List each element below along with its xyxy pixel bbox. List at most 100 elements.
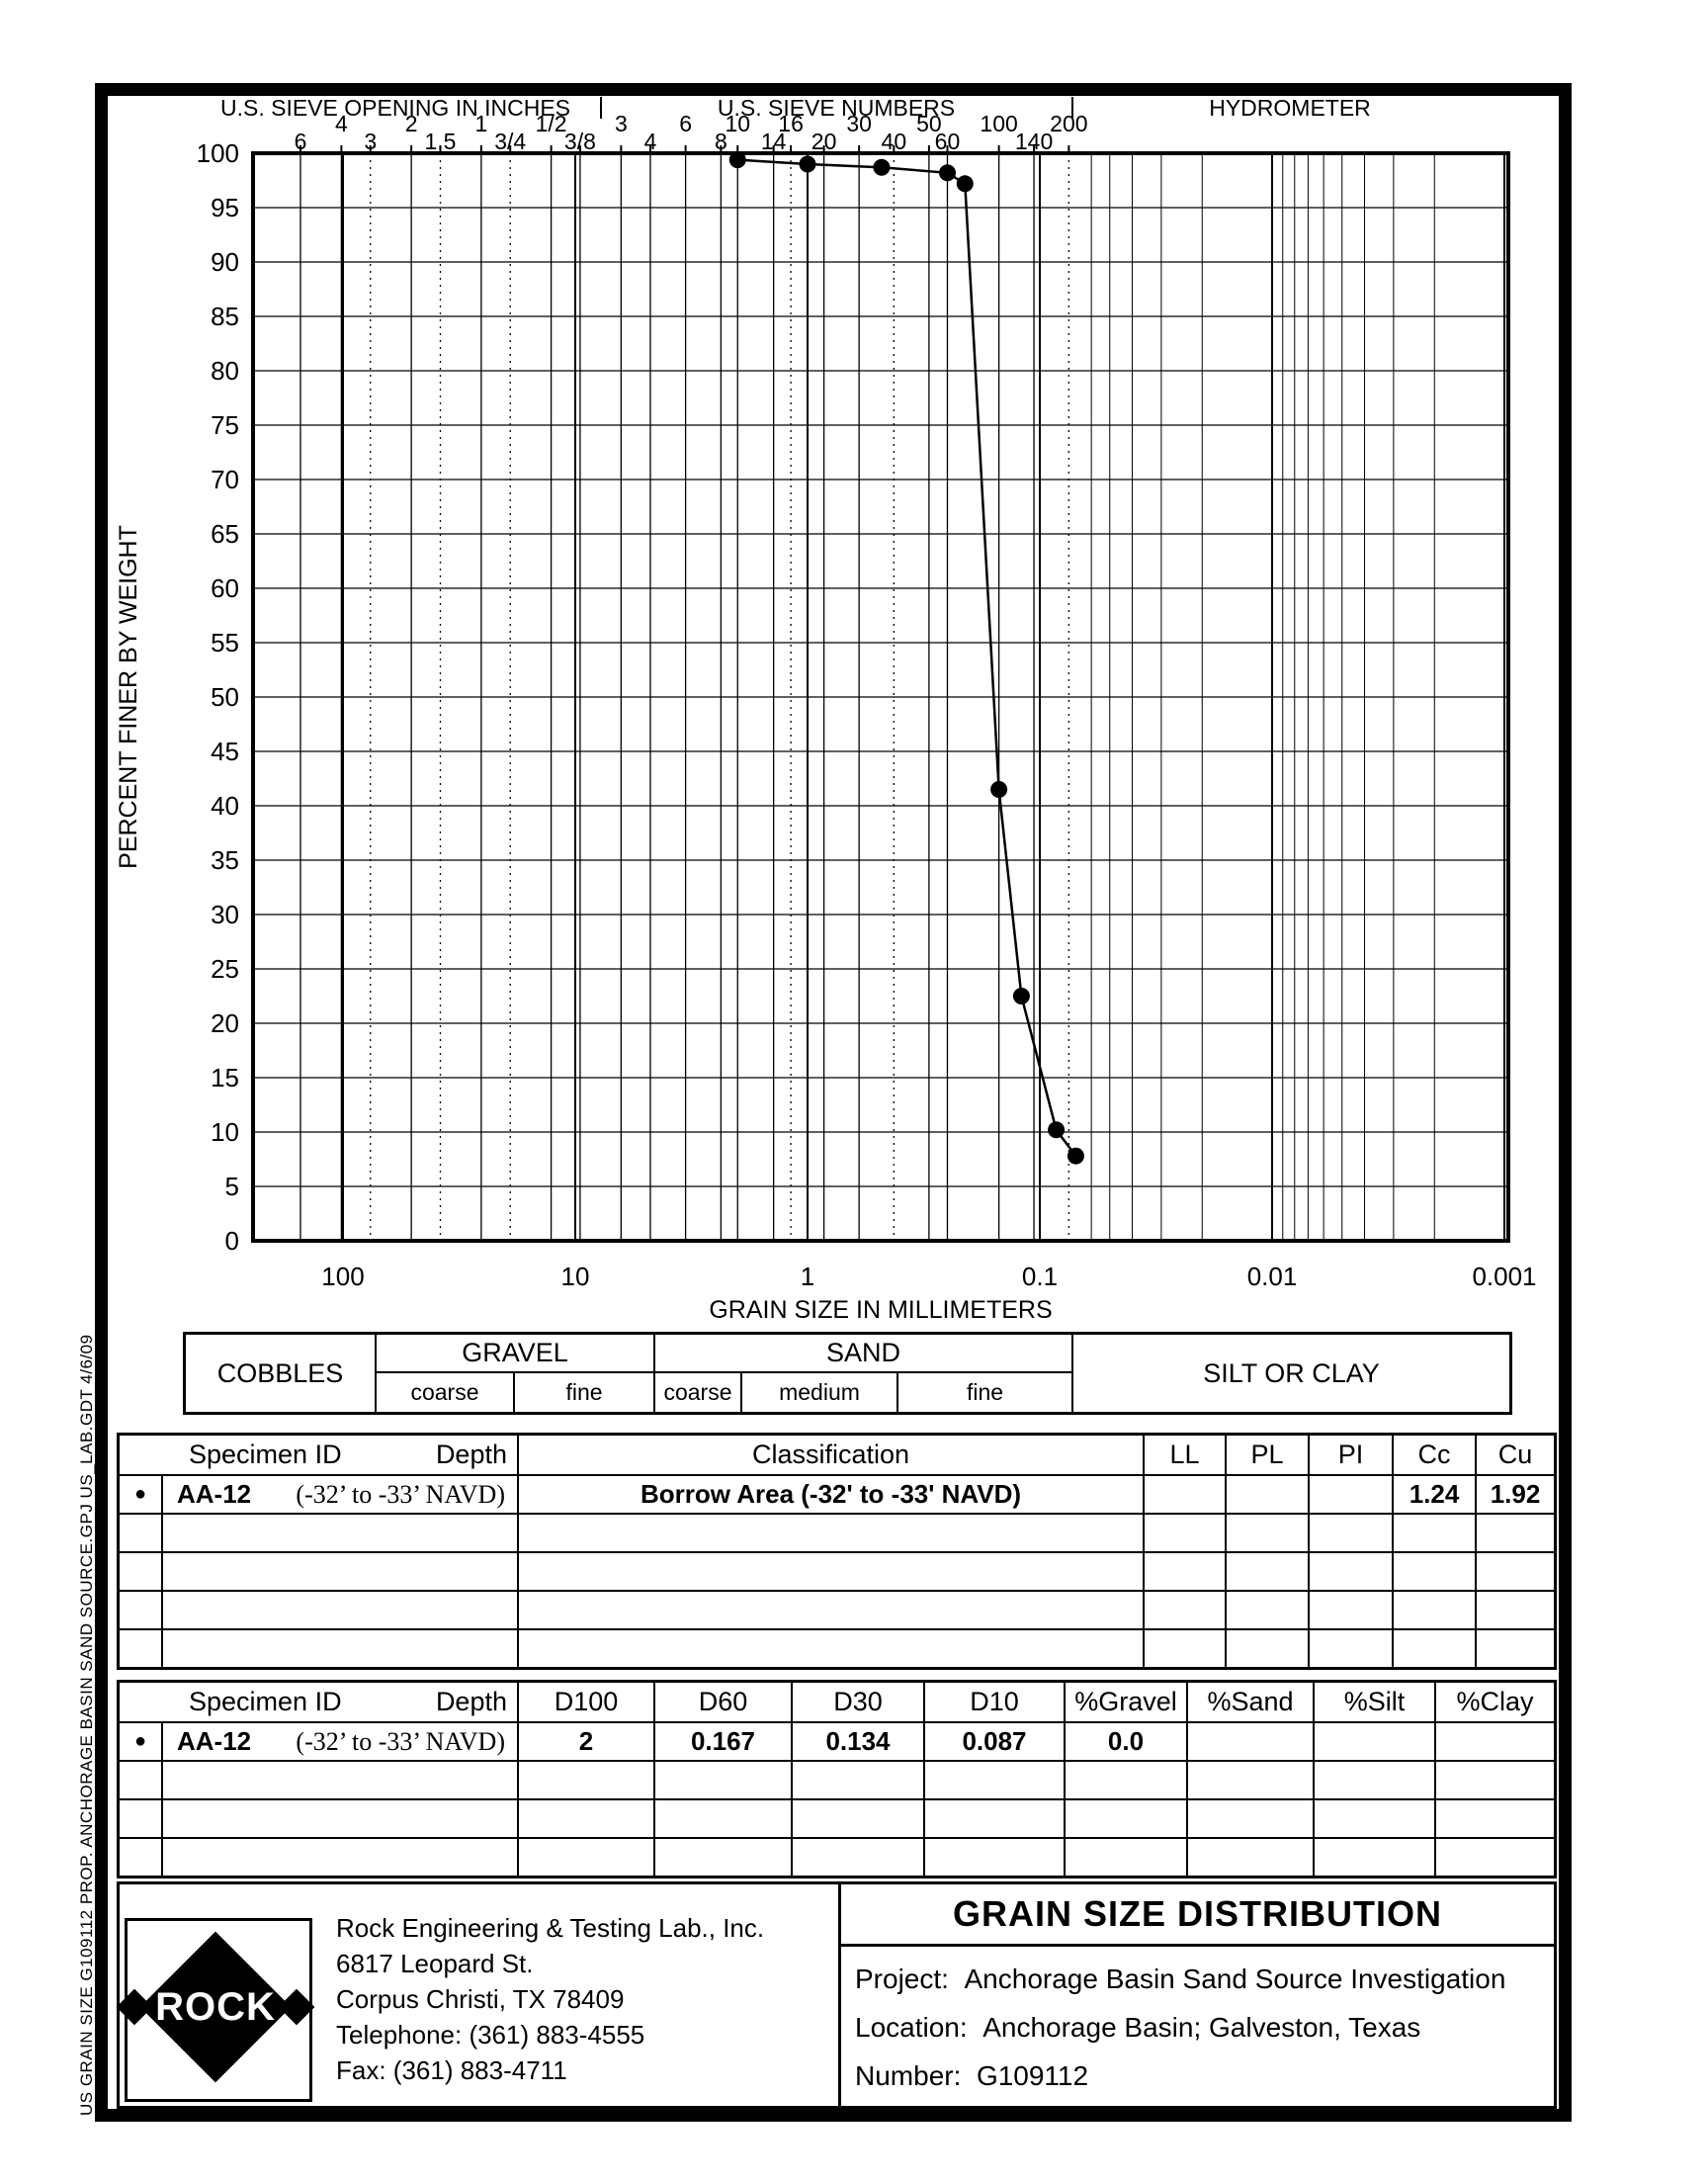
svg-text:10: 10 xyxy=(211,1117,239,1147)
svg-text:0.1: 0.1 xyxy=(1022,1262,1058,1291)
svg-text:40: 40 xyxy=(211,791,239,821)
header-pct-gravel: %Gravel xyxy=(1064,1683,1186,1721)
svg-text:100: 100 xyxy=(197,138,239,168)
company-phone: Telephone: (361) 883-4555 xyxy=(336,2020,645,2050)
empty-cell xyxy=(1392,1628,1475,1667)
empty-cell xyxy=(120,1513,161,1551)
pct-clay-value xyxy=(1434,1721,1554,1760)
empty-cell xyxy=(1313,1798,1434,1837)
empty-cell xyxy=(120,1760,161,1798)
svg-text:30: 30 xyxy=(211,900,239,929)
svg-text:50: 50 xyxy=(916,111,942,136)
svg-text:0.01: 0.01 xyxy=(1247,1262,1298,1291)
empty-cell xyxy=(1143,1628,1225,1667)
empty-cell xyxy=(1313,1760,1434,1798)
pct-silt-value xyxy=(1313,1721,1434,1760)
svg-text:HYDROMETER: HYDROMETER xyxy=(1209,95,1371,121)
specimen-id: AA-12 xyxy=(177,1479,252,1509)
empty-cell xyxy=(161,1798,517,1837)
header-pct-sand: %Sand xyxy=(1186,1683,1313,1721)
empty-cell xyxy=(120,1551,161,1590)
svg-text:1: 1 xyxy=(801,1262,814,1291)
empty-cell xyxy=(120,1628,161,1667)
empty-cell xyxy=(1225,1590,1308,1628)
svg-text:4: 4 xyxy=(335,111,348,136)
empty-cell xyxy=(1186,1837,1313,1876)
svg-text:5: 5 xyxy=(225,1172,239,1201)
specimen-depth: (-32’ to -33’ NAVD) xyxy=(296,1479,505,1509)
svg-text:95: 95 xyxy=(211,193,239,222)
specimen-id: AA-12 xyxy=(177,1726,252,1756)
svg-text:0: 0 xyxy=(225,1226,239,1256)
header-specimen-id: Specimen ID xyxy=(189,1687,342,1716)
svg-text:70: 70 xyxy=(211,465,239,494)
pct-sand-value xyxy=(1186,1721,1313,1760)
empty-cell xyxy=(1064,1760,1186,1798)
company-fax: Fax: (361) 883-4711 xyxy=(336,2055,567,2085)
band-sand-fine: fine xyxy=(897,1373,1071,1412)
svg-text:40: 40 xyxy=(882,129,907,154)
header-pct-clay: %Clay xyxy=(1434,1683,1554,1721)
band-gravel: GRAVEL xyxy=(375,1335,653,1373)
svg-text:U.S. SIEVE NUMBERS: U.S. SIEVE NUMBERS xyxy=(718,95,955,121)
empty-cell xyxy=(791,1798,923,1837)
pl-value xyxy=(1225,1474,1308,1513)
empty-cell xyxy=(1434,1760,1554,1798)
svg-text:35: 35 xyxy=(211,845,239,875)
pct-gravel-value: 0.0 xyxy=(1064,1721,1186,1760)
empty-cell xyxy=(517,1760,653,1798)
header-pl: PL xyxy=(1225,1436,1308,1474)
svg-text:90: 90 xyxy=(211,247,239,277)
header-d30: D30 xyxy=(791,1683,923,1721)
svg-text:200: 200 xyxy=(1050,111,1087,136)
empty-cell xyxy=(1186,1760,1313,1798)
header-cu: Cu xyxy=(1475,1436,1554,1474)
empty-cell xyxy=(1225,1551,1308,1590)
empty-cell xyxy=(1392,1590,1475,1628)
svg-text:20: 20 xyxy=(811,129,837,154)
empty-cell xyxy=(161,1837,517,1876)
svg-text:3: 3 xyxy=(364,129,377,154)
empty-cell xyxy=(161,1760,517,1798)
svg-text:4: 4 xyxy=(644,129,657,154)
svg-text:65: 65 xyxy=(211,519,239,549)
empty-cell xyxy=(1308,1513,1392,1551)
band-sand-medium: medium xyxy=(740,1373,897,1412)
empty-cell xyxy=(120,1590,161,1628)
header-d100: D100 xyxy=(517,1683,653,1721)
empty-cell xyxy=(120,1798,161,1837)
svg-text:6: 6 xyxy=(295,129,307,154)
header-pct-silt: %Silt xyxy=(1313,1683,1434,1721)
header-ll: LL xyxy=(1143,1436,1225,1474)
empty-cell xyxy=(517,1628,1143,1667)
header-classification: Classification xyxy=(517,1436,1143,1474)
header-specimen-depth: Specimen ID Depth xyxy=(120,1436,517,1474)
empty-cell xyxy=(161,1628,517,1667)
pi-value xyxy=(1308,1474,1392,1513)
empty-cell xyxy=(1143,1590,1225,1628)
svg-text:16: 16 xyxy=(778,111,804,136)
empty-cell xyxy=(1475,1590,1554,1628)
classification-table: Specimen ID Depth Classification LL PL P… xyxy=(117,1433,1557,1670)
rock-logo: ROCK xyxy=(116,1918,315,2102)
svg-text:20: 20 xyxy=(211,1008,239,1038)
svg-text:GRAIN SIZE IN MILLIMETERS: GRAIN SIZE IN MILLIMETERS xyxy=(709,1296,1052,1324)
location-value: Anchorage Basin; Galveston, Texas xyxy=(982,2012,1421,2043)
d100-value: 2 xyxy=(517,1721,653,1760)
specimen-depth: (-32’ to -33’ NAVD) xyxy=(296,1726,505,1756)
svg-text:1/2: 1/2 xyxy=(536,111,567,136)
empty-cell xyxy=(653,1760,791,1798)
svg-text:3/8: 3/8 xyxy=(564,129,596,154)
svg-text:55: 55 xyxy=(211,628,239,657)
svg-text:1.5: 1.5 xyxy=(424,129,456,154)
empty-cell xyxy=(1434,1837,1554,1876)
empty-cell xyxy=(161,1590,517,1628)
svg-text:14: 14 xyxy=(761,129,787,154)
svg-text:100: 100 xyxy=(321,1262,364,1291)
header-d60: D60 xyxy=(653,1683,791,1721)
ll-value xyxy=(1143,1474,1225,1513)
band-sand-coarse: coarse xyxy=(653,1373,740,1412)
svg-text:85: 85 xyxy=(211,302,239,331)
empty-cell xyxy=(1475,1551,1554,1590)
